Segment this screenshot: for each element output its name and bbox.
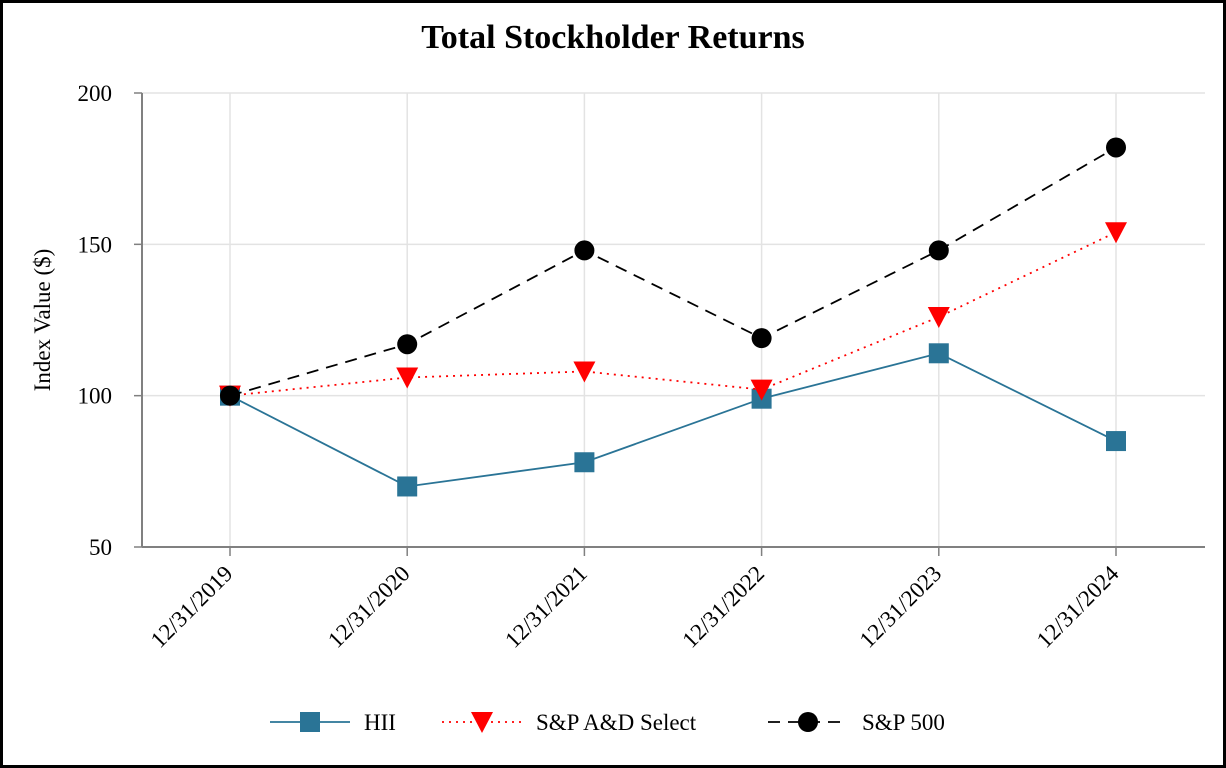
point-s-p-500	[751, 328, 772, 349]
x-tick-label: 12/31/2024	[1032, 561, 1124, 653]
y-tick-label: 100	[78, 384, 113, 409]
point-hii	[574, 452, 595, 473]
x-tick-label: 12/31/2021	[500, 561, 592, 653]
x-tick-label: 12/31/2020	[323, 561, 415, 653]
y-tick-label: 200	[78, 81, 113, 106]
y-axis-ticks: 50 100 150 200	[78, 81, 142, 560]
point-hii	[1106, 431, 1126, 452]
x-axis-ticks: 12/31/2019 12/31/2020 12/31/2021 12/31/2022…	[146, 547, 1124, 653]
legend-marker-hii	[300, 712, 320, 732]
point-s-p-500	[574, 240, 595, 261]
point-hii	[928, 343, 949, 364]
x-tick-label: 12/31/2022	[677, 561, 769, 653]
y-axis-label: Index Value ($)	[30, 249, 55, 392]
legend-label-s-p-500: S&P 500	[862, 710, 945, 735]
y-tick-label: 50	[89, 535, 112, 560]
grid-lines	[142, 92, 1205, 547]
point-s-p-500	[220, 385, 240, 406]
point-s-p-a-d-select	[396, 367, 419, 389]
legend-label-s-p-a-d-select: S&P A&D Select	[536, 710, 697, 735]
x-tick-label: 12/31/2023	[855, 561, 947, 653]
x-tick-label: 12/31/2019	[146, 561, 238, 653]
legend-marker-s-p-a-d-select	[471, 712, 493, 733]
chart-title: Total Stockholder Returns	[421, 19, 805, 56]
point-s-p-a-d-select	[1105, 222, 1127, 244]
point-s-p-a-d-select	[750, 379, 773, 401]
legend-label-hii: HII	[364, 710, 396, 735]
point-s-p-500	[928, 240, 949, 261]
series-group	[219, 137, 1127, 497]
series-line-s-p-500	[229, 146, 1117, 397]
point-s-p-a-d-select	[927, 306, 950, 328]
y-tick-label: 150	[78, 232, 113, 257]
legend-marker-s-p-500	[798, 712, 818, 732]
series-line-hii	[229, 352, 1117, 488]
point-s-p-500	[397, 334, 418, 355]
legend: HII S&P A&D Select S&P 500	[270, 710, 945, 735]
series-line-s-p-a-d-select	[229, 231, 1117, 397]
axes	[141, 93, 1205, 548]
point-s-p-a-d-select	[573, 361, 596, 383]
point-hii	[397, 476, 418, 497]
point-s-p-500	[1106, 137, 1126, 158]
